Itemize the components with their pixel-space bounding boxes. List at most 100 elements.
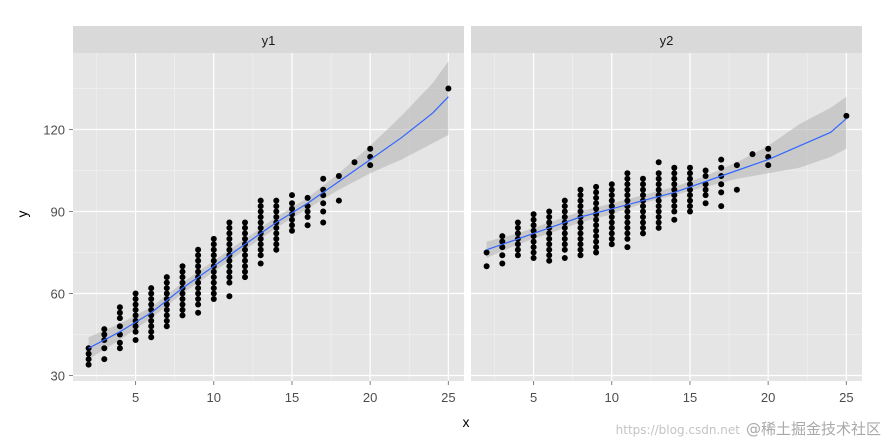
data-point bbox=[242, 219, 248, 226]
data-point bbox=[687, 170, 693, 177]
data-point bbox=[257, 219, 264, 226]
data-point bbox=[624, 235, 631, 242]
data-point bbox=[483, 249, 490, 256]
data-point bbox=[687, 181, 693, 188]
data-point bbox=[718, 156, 725, 163]
data-point bbox=[210, 279, 217, 286]
data-point bbox=[561, 203, 568, 210]
data-point bbox=[116, 345, 123, 352]
data-point bbox=[733, 186, 740, 193]
data-point bbox=[671, 170, 678, 177]
fit-line bbox=[88, 96, 449, 349]
data-point bbox=[624, 175, 631, 182]
data-point bbox=[210, 274, 217, 281]
data-point bbox=[195, 268, 202, 275]
data-point bbox=[624, 224, 631, 231]
data-point bbox=[499, 252, 506, 259]
data-point bbox=[530, 244, 537, 251]
data-point bbox=[101, 331, 108, 338]
data-point bbox=[195, 279, 202, 286]
data-point bbox=[561, 241, 568, 248]
data-point bbox=[101, 345, 108, 352]
data-point bbox=[148, 290, 155, 297]
data-point bbox=[195, 263, 202, 270]
data-point bbox=[226, 224, 233, 231]
data-point bbox=[499, 238, 506, 245]
data-point bbox=[226, 268, 233, 275]
data-point bbox=[530, 216, 537, 223]
data-point bbox=[226, 274, 233, 281]
data-point bbox=[624, 214, 631, 220]
data-point bbox=[624, 219, 631, 226]
data-point bbox=[289, 222, 295, 229]
data-point bbox=[148, 328, 155, 335]
watermark-url: https://blog.csdn.net bbox=[615, 423, 740, 437]
data-point bbox=[546, 235, 553, 242]
data-point bbox=[593, 205, 600, 212]
data-point bbox=[671, 164, 678, 171]
data-point bbox=[179, 290, 186, 297]
data-point bbox=[273, 246, 280, 253]
data-point bbox=[624, 192, 631, 199]
data-point bbox=[116, 315, 123, 322]
data-point bbox=[195, 246, 202, 253]
data-point bbox=[514, 230, 521, 237]
data-point bbox=[608, 214, 615, 220]
data-point bbox=[195, 301, 202, 308]
data-point bbox=[624, 181, 631, 188]
data-point bbox=[577, 246, 584, 253]
data-point bbox=[608, 230, 615, 237]
data-point bbox=[561, 246, 568, 253]
data-point bbox=[577, 208, 584, 215]
data-point bbox=[289, 205, 295, 212]
data-point bbox=[577, 186, 584, 193]
data-point bbox=[718, 189, 725, 196]
data-point bbox=[367, 162, 374, 169]
data-point bbox=[671, 208, 678, 215]
data-point bbox=[577, 224, 584, 231]
panels: y1 5 10 15 20 25 30 60 90 120 y2 5 10 15 20 25 bbox=[43, 26, 862, 405]
data-point bbox=[304, 222, 311, 229]
data-point bbox=[242, 246, 248, 253]
data-point bbox=[226, 235, 233, 242]
data-point bbox=[546, 208, 553, 215]
data-point bbox=[608, 203, 615, 210]
data-point bbox=[593, 183, 600, 190]
data-point bbox=[499, 260, 506, 267]
data-point bbox=[546, 252, 553, 259]
data-point bbox=[608, 224, 615, 231]
data-point bbox=[608, 208, 615, 215]
data-point bbox=[148, 334, 155, 341]
data-point bbox=[577, 235, 584, 242]
data-point bbox=[577, 192, 584, 199]
data-point bbox=[163, 317, 170, 324]
data-point bbox=[179, 279, 186, 286]
data-point bbox=[530, 249, 537, 256]
data-point bbox=[577, 219, 584, 226]
data-point bbox=[132, 317, 139, 324]
data-point bbox=[593, 244, 600, 251]
data-point bbox=[148, 301, 155, 308]
data-point bbox=[85, 350, 92, 357]
data-point bbox=[210, 268, 217, 275]
data-point bbox=[163, 323, 170, 330]
data-point bbox=[640, 203, 646, 210]
x-tick-label: 20 bbox=[363, 390, 377, 405]
data-point bbox=[608, 235, 615, 242]
data-point bbox=[702, 181, 709, 188]
data-point bbox=[687, 197, 693, 204]
data-point bbox=[116, 309, 123, 316]
data-point bbox=[702, 200, 709, 207]
data-point bbox=[257, 214, 264, 220]
data-point bbox=[655, 170, 662, 177]
data-point bbox=[718, 203, 725, 210]
data-point bbox=[561, 230, 568, 237]
data-point bbox=[163, 296, 170, 302]
data-point bbox=[640, 186, 646, 193]
data-point bbox=[514, 224, 521, 231]
data-point bbox=[718, 164, 725, 171]
data-point bbox=[499, 233, 506, 240]
x-tick-label: 10 bbox=[605, 390, 619, 405]
x-tick-label: 15 bbox=[285, 390, 299, 405]
